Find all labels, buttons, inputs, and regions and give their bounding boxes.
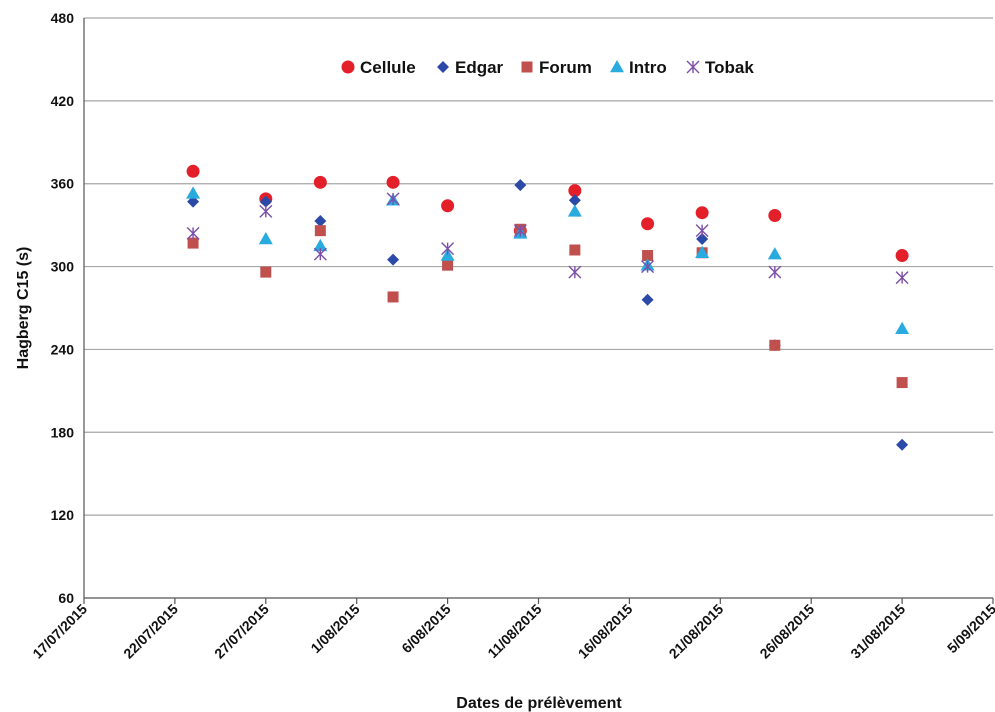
- point-intro: [695, 245, 710, 259]
- y-tick-label: 180: [51, 424, 75, 440]
- x-tick-label: 21/08/2015: [666, 601, 727, 662]
- point-forum: [187, 237, 199, 249]
- y-axis-title: Hagberg C15 (s): [15, 247, 32, 370]
- data-marks: [186, 164, 910, 451]
- point-tobak: [768, 265, 782, 279]
- point-forum: [769, 339, 781, 351]
- x-tick-label: 6/08/2015: [398, 601, 454, 657]
- x-tick-label: 17/07/2015: [29, 601, 90, 662]
- point-forum: [896, 377, 908, 389]
- legend-label-intro: Intro: [629, 58, 667, 77]
- legend-marker-edgar: [437, 61, 449, 73]
- point-forum: [260, 266, 272, 278]
- y-tick-label: 240: [51, 341, 75, 357]
- point-tobak: [186, 226, 200, 240]
- point-intro: [313, 238, 328, 252]
- x-tick-label: 26/08/2015: [756, 601, 817, 662]
- x-tick-label: 31/08/2015: [847, 601, 908, 662]
- x-tick-label: 5/09/2015: [944, 601, 995, 657]
- point-edgar: [514, 179, 527, 192]
- series-tobak: [186, 192, 909, 285]
- legend-label-edgar: Edgar: [455, 58, 504, 77]
- point-intro: [767, 247, 782, 260]
- y-tick-label: 480: [51, 10, 75, 26]
- point-cellule: [568, 184, 582, 198]
- point-intro: [895, 321, 910, 334]
- y-tick-label: 60: [58, 590, 74, 606]
- axes: 60 120 180 240 300 360 420 480 17/07/2015 22/07/2…: [29, 10, 995, 662]
- series-cellule: [186, 164, 909, 263]
- point-cellule: [895, 249, 909, 263]
- point-tobak: [641, 260, 655, 274]
- point-tobak: [259, 204, 273, 218]
- gridlines: [84, 17, 993, 516]
- series-forum: [187, 223, 908, 389]
- series-intro: [186, 186, 910, 334]
- point-cellule: [186, 164, 200, 178]
- point-tobak: [313, 247, 327, 261]
- point-forum: [314, 225, 326, 237]
- point-tobak: [695, 224, 709, 238]
- point-edgar: [696, 232, 709, 245]
- point-edgar: [641, 293, 654, 306]
- point-intro: [258, 231, 273, 245]
- point-tobak: [568, 265, 582, 279]
- point-edgar: [187, 195, 200, 208]
- point-forum: [387, 291, 399, 303]
- point-edgar: [568, 194, 581, 207]
- point-edgar: [387, 253, 400, 266]
- point-edgar: [259, 195, 272, 208]
- legend-marker-intro: [610, 60, 624, 73]
- point-cellule: [768, 208, 782, 222]
- point-tobak: [441, 242, 455, 256]
- x-axis-title: Dates de prélèvement: [456, 695, 622, 712]
- y-tick-label: 420: [51, 93, 75, 109]
- point-forum: [642, 250, 654, 262]
- legend-item-cellule: Cellule: [341, 58, 416, 77]
- point-cellule: [695, 206, 709, 220]
- legend-label-forum: Forum: [539, 58, 592, 77]
- x-tick-label: 22/07/2015: [120, 601, 181, 662]
- point-edgar: [896, 438, 909, 451]
- legend-marker-tobak: [686, 60, 700, 74]
- legend-label-tobak: Tobak: [705, 58, 754, 77]
- point-tobak: [513, 224, 527, 238]
- legend: Cellule Edgar Forum Intro Tobak: [341, 58, 754, 77]
- legend-item-edgar: Edgar: [437, 58, 504, 77]
- x-tick-label: 1/08/2015: [307, 601, 363, 657]
- point-intro: [440, 248, 455, 261]
- legend-item-intro: Intro: [610, 58, 667, 77]
- point-cellule: [641, 217, 655, 231]
- point-intro: [567, 204, 582, 217]
- series-edgar: [187, 179, 909, 451]
- point-cellule: [386, 175, 400, 189]
- legend-marker-forum: [521, 61, 533, 73]
- y-tick-label: 300: [51, 259, 75, 275]
- legend-label-cellule: Cellule: [360, 58, 416, 77]
- point-edgar: [314, 215, 327, 227]
- point-cellule: [441, 199, 455, 213]
- point-forum: [569, 244, 581, 256]
- point-intro: [186, 186, 201, 199]
- x-tick-label: 27/07/2015: [211, 601, 272, 662]
- y-tick-label: 120: [51, 507, 75, 523]
- legend-marker-cellule: [341, 60, 355, 74]
- y-tick-label: 360: [51, 176, 75, 192]
- legend-item-tobak: Tobak: [686, 58, 754, 77]
- point-tobak: [895, 271, 909, 285]
- point-forum: [442, 259, 454, 271]
- x-tick-label: 11/08/2015: [484, 601, 544, 661]
- point-tobak: [386, 192, 400, 206]
- point-cellule: [313, 175, 327, 189]
- legend-item-forum: Forum: [521, 58, 592, 77]
- x-tick-label: 16/08/2015: [575, 601, 636, 662]
